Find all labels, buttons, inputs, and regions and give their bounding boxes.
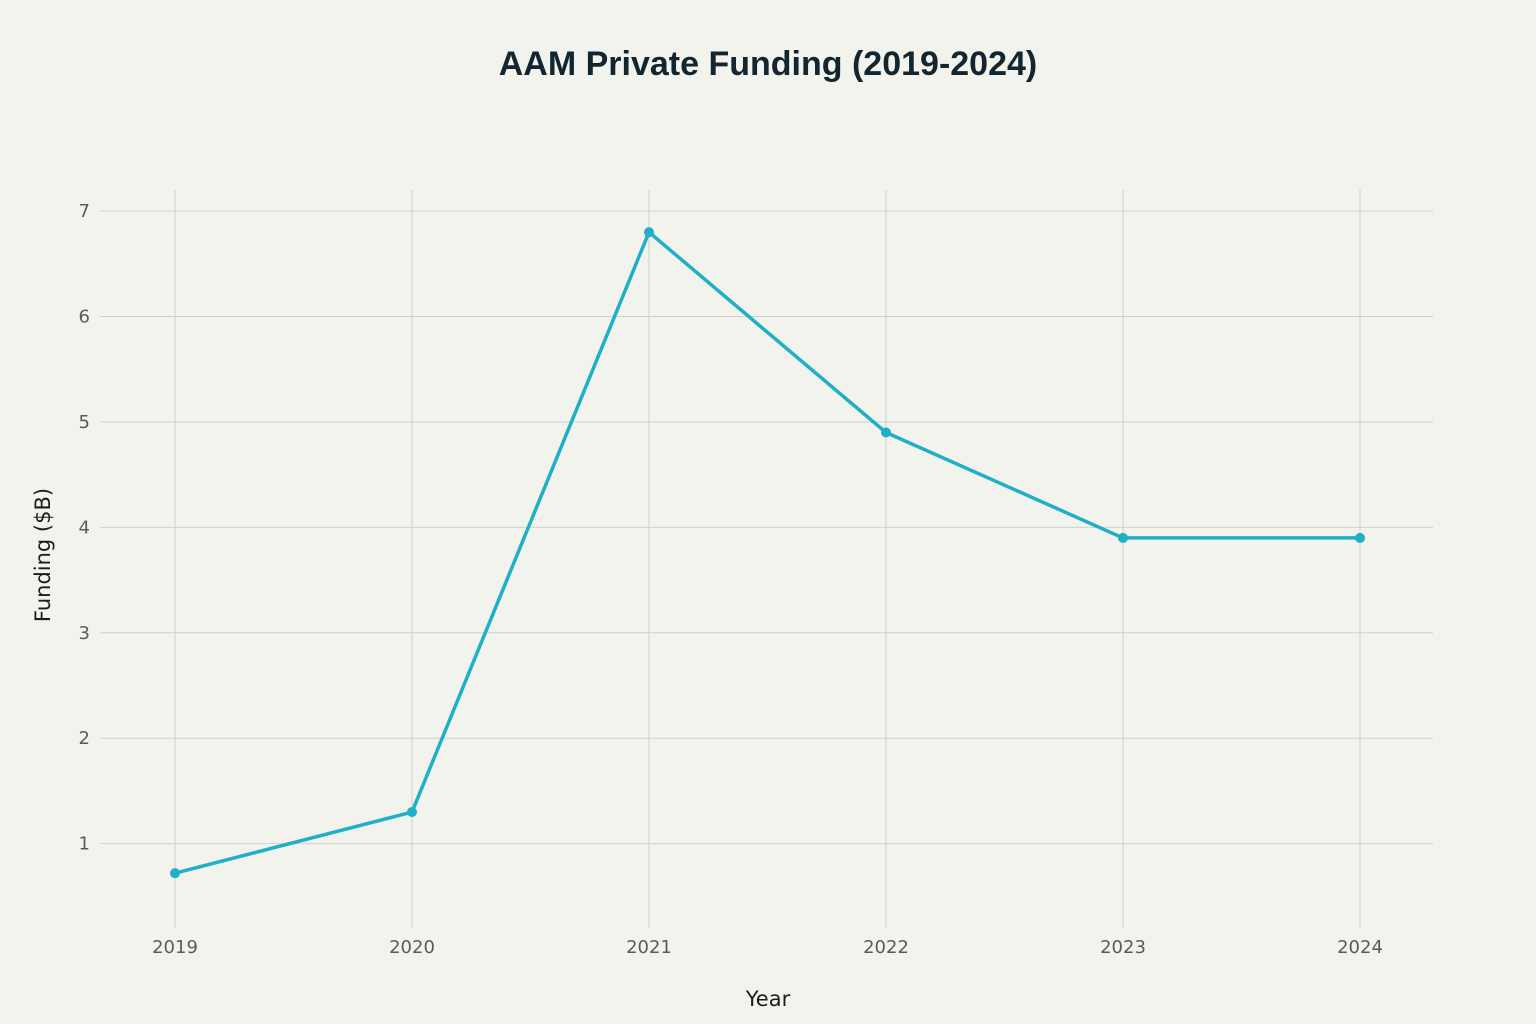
series-group <box>170 227 1365 879</box>
data-point <box>644 227 654 238</box>
x-tick-label: 2023 <box>1100 937 1146 958</box>
data-point <box>881 427 891 438</box>
series-line <box>173 230 1362 875</box>
y-tick-label: 5 <box>79 412 90 433</box>
chart-title: AAM Private Funding (2019-2024) <box>499 45 1037 83</box>
data-point <box>170 868 180 879</box>
x-tick-label: 2024 <box>1337 937 1383 958</box>
x-tick-label: 2020 <box>389 937 435 958</box>
y-tick-label: 7 <box>79 201 90 222</box>
x-axis-ticks: 2019 2020 2021 2022 2023 2024 <box>152 937 1383 958</box>
y-axis-ticks: 1 2 3 4 5 6 7 <box>79 201 90 855</box>
y-tick-label: 2 <box>79 728 90 749</box>
x-tick-label: 2021 <box>626 937 672 958</box>
grid <box>100 190 1433 928</box>
x-axis-title: Year <box>745 987 791 1011</box>
x-tick-label: 2022 <box>863 937 909 958</box>
y-tick-label: 1 <box>79 834 90 855</box>
y-tick-label: 4 <box>79 517 90 538</box>
y-tick-label: 3 <box>79 623 90 644</box>
y-axis-title: Funding ($B) <box>31 488 55 622</box>
y-tick-label: 6 <box>79 307 90 328</box>
data-point <box>1118 532 1128 543</box>
x-tick-label: 2019 <box>152 937 198 958</box>
data-point <box>407 807 417 818</box>
data-point <box>1355 532 1365 543</box>
